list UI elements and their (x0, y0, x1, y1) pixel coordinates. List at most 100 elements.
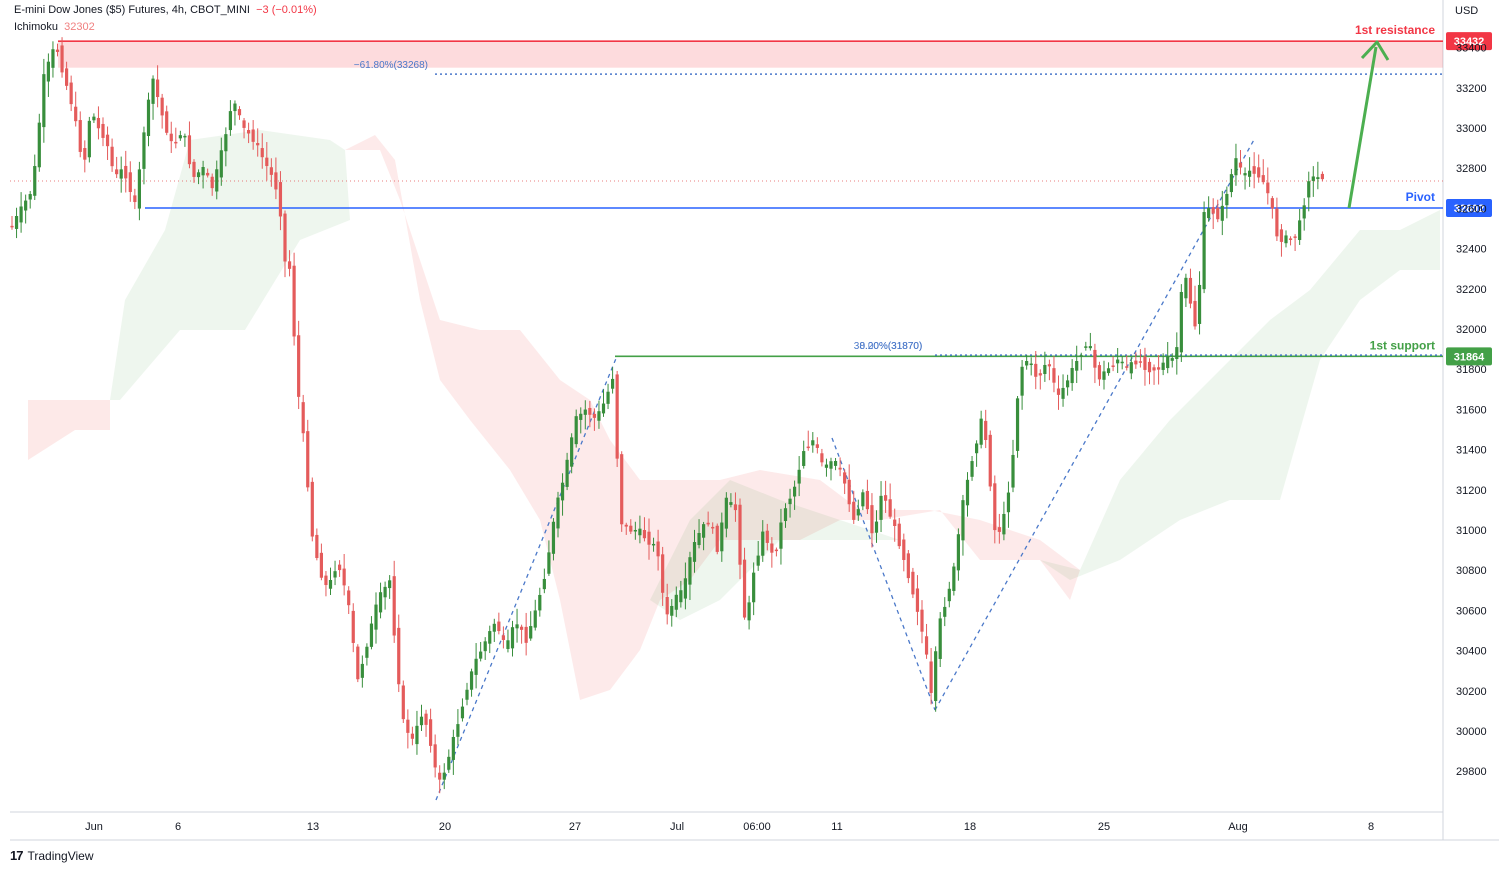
candle-body (993, 483, 997, 531)
candle-body (1170, 358, 1174, 361)
candle-body (961, 500, 965, 541)
candle-body (151, 78, 155, 104)
candle-body (438, 772, 442, 780)
candle-body (934, 651, 938, 702)
candlesticks (10, 37, 1324, 794)
price-tick-label: 31600 (1456, 404, 1487, 416)
candle-body (1284, 235, 1288, 244)
candle-body (1275, 208, 1279, 237)
candle-body (201, 167, 205, 176)
candle-body (474, 658, 478, 675)
candle-body (1179, 291, 1183, 353)
candle-body (265, 157, 269, 167)
time-tick-label: Aug (1228, 821, 1248, 833)
candle-body (447, 756, 451, 770)
candle-body (1288, 238, 1293, 240)
candle-body (1043, 364, 1047, 375)
candle-body (897, 523, 901, 547)
candle-body (274, 172, 278, 190)
candle-body (520, 626, 524, 630)
candle-body (574, 416, 578, 445)
candle-body (560, 482, 565, 501)
candle-body (1084, 346, 1088, 348)
time-tick-label: 06:00 (743, 821, 771, 833)
candle-body (497, 621, 501, 632)
price-tag-support (1446, 347, 1492, 366)
candle-body (369, 623, 374, 647)
price-tick-label: 32200 (1456, 284, 1487, 296)
candle-body (1220, 205, 1224, 221)
candle-body (651, 543, 656, 546)
candle-body (711, 526, 715, 529)
candle-body (310, 481, 314, 537)
candle-body (1006, 492, 1011, 513)
candle-body (965, 479, 970, 506)
indicator-value: 32302 (64, 21, 95, 33)
candle-body (997, 527, 1001, 532)
ichimoku-cloud (28, 130, 1440, 700)
candle-body (92, 116, 96, 121)
candle-body (533, 610, 537, 628)
candle-body (451, 736, 455, 760)
candle-body (1161, 362, 1165, 370)
candle-body (46, 61, 50, 82)
resistance-zone (58, 41, 1443, 68)
candle-body (793, 486, 797, 497)
candle-body (165, 111, 169, 133)
candle-body (83, 148, 87, 160)
ichimoku-cloud-bullish (650, 210, 1440, 620)
candle-body (251, 129, 255, 142)
candle-body (893, 519, 897, 526)
candle-body (206, 172, 210, 176)
candle-body (306, 431, 310, 488)
time-tick-label: 25 (1098, 821, 1110, 833)
candle-body (356, 646, 360, 680)
ichimoku-cloud-bearish (28, 400, 110, 460)
candle-body (1106, 368, 1111, 374)
candle-body (588, 407, 592, 415)
candle-body (1252, 166, 1256, 174)
time-tick-label: 6 (175, 821, 181, 833)
candle-body (328, 580, 333, 589)
candle-body (783, 508, 788, 522)
candle-body (752, 572, 756, 603)
candle-body (51, 49, 55, 68)
candle-body (943, 606, 947, 617)
candle-body (720, 522, 724, 552)
candle-body (24, 200, 28, 211)
candle-body (424, 713, 428, 725)
candle-body (196, 172, 201, 178)
candle-body (406, 719, 410, 733)
candle-body (956, 534, 960, 571)
candle-body (1302, 205, 1306, 219)
brand-label: TradingView (27, 848, 94, 863)
candle-body (178, 135, 182, 139)
candle-body (60, 45, 64, 73)
candle-body (656, 541, 660, 557)
candle-body (915, 588, 920, 612)
price-tick-label: 32800 (1456, 163, 1487, 175)
ichimoku-cloud-bullish (110, 130, 350, 400)
candle-body (606, 391, 610, 404)
candle-body (1311, 176, 1315, 181)
candle-body (733, 504, 738, 511)
candle-body (14, 216, 19, 229)
candle-body (1248, 170, 1252, 177)
candle-body (747, 602, 751, 621)
price-tick-label: 31800 (1456, 364, 1487, 376)
candle-body (529, 626, 533, 639)
candle-body (1216, 207, 1220, 220)
candle-body (547, 552, 551, 574)
candle-body (333, 571, 337, 578)
candle-body (488, 631, 492, 644)
candle-body (87, 120, 91, 158)
candle-body (156, 79, 160, 98)
candle-body (988, 434, 992, 487)
price-tick-label: 30000 (1456, 726, 1487, 738)
time-tick-label: 27 (569, 821, 581, 833)
candle-body (1138, 361, 1142, 363)
candle-body (392, 576, 396, 636)
candle-body (911, 571, 915, 595)
annotations (1347, 40, 1390, 209)
